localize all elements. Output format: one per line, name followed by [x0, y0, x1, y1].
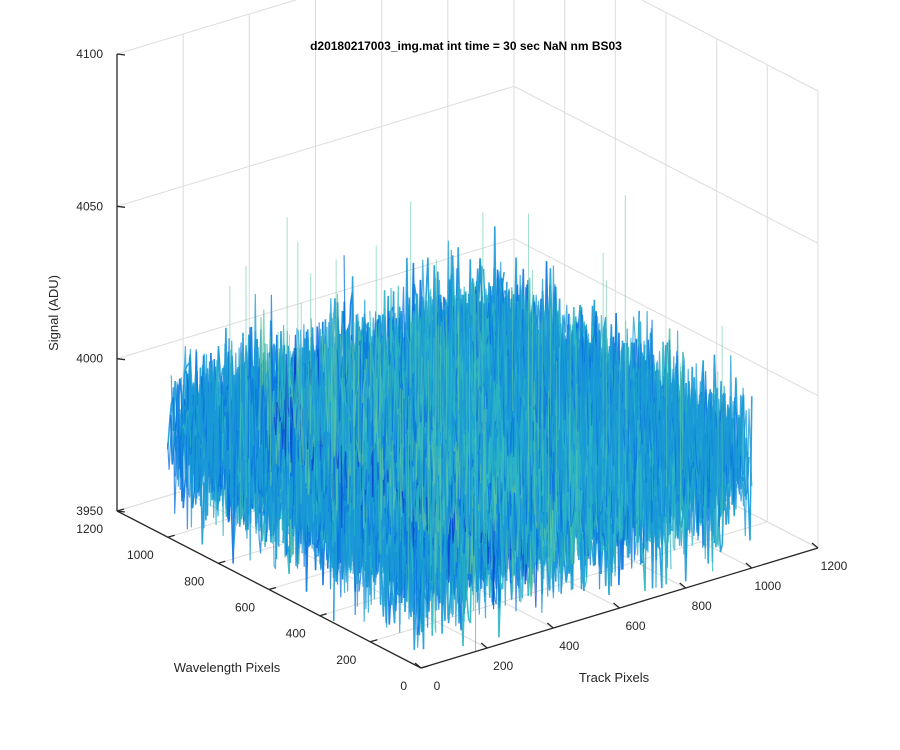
y-tick-label: 200	[336, 653, 356, 667]
z-tick-label: 4100	[76, 47, 103, 61]
x-tick	[613, 602, 620, 609]
y-tick-label: 800	[184, 574, 204, 588]
y-tick-label: 600	[235, 601, 255, 615]
y-tick	[167, 534, 175, 538]
z-tick	[116, 205, 126, 208]
surface-column	[457, 302, 712, 506]
y-tick-label: 0	[400, 679, 407, 693]
x-tick-label: 600	[625, 619, 645, 633]
z-tick-label: 4000	[76, 352, 103, 366]
z-tick	[116, 53, 126, 56]
x-tick-label: 1000	[754, 579, 781, 593]
x-tick-label: 400	[559, 639, 579, 653]
grid-line-right-z	[513, 85, 819, 244]
y-tick	[319, 613, 327, 617]
chart-title: d20180217003_img.mat int time = 30 sec N…	[310, 39, 622, 53]
z-tick-label: 3950	[76, 504, 103, 518]
x-axis-label: Track Pixels	[579, 670, 650, 685]
axes-layer	[116, 53, 819, 669]
z-tick-label: 4050	[76, 199, 103, 213]
y-tick	[420, 665, 429, 669]
z-tick	[116, 510, 126, 513]
y-tick-label: 1200	[76, 522, 103, 536]
grid-line-right-z	[640, 0, 819, 92]
x-tick	[679, 582, 687, 589]
x-tick	[811, 542, 819, 549]
z-axis-label: Signal (ADU)	[46, 275, 61, 351]
x-tick-label: 200	[493, 659, 513, 673]
x-tick	[480, 642, 488, 649]
y-axis-label: Wavelength Pixels	[174, 660, 281, 675]
grid-line-back-z	[116, 0, 298, 55]
z-tick	[116, 358, 126, 361]
y-tick	[268, 586, 277, 591]
x-tick-label: 1200	[821, 559, 848, 573]
x-tick-label: 800	[692, 599, 712, 613]
y-tick-label: 400	[286, 627, 306, 641]
surface-plot	[166, 195, 753, 652]
grid-line-floor-y	[370, 521, 768, 643]
text-layer: d20180217003_img.mat int time = 30 sec N…	[46, 39, 848, 693]
y-tick-label: 1000	[127, 548, 154, 562]
y-tick	[218, 560, 226, 564]
x-tick	[414, 662, 422, 669]
x-tick	[546, 622, 554, 629]
grid-line-back-z	[116, 85, 515, 207]
y-tick	[370, 639, 378, 643]
grid-line-right-z	[513, 238, 819, 397]
x-tick-label: 0	[434, 679, 441, 693]
x-tick	[745, 562, 753, 569]
